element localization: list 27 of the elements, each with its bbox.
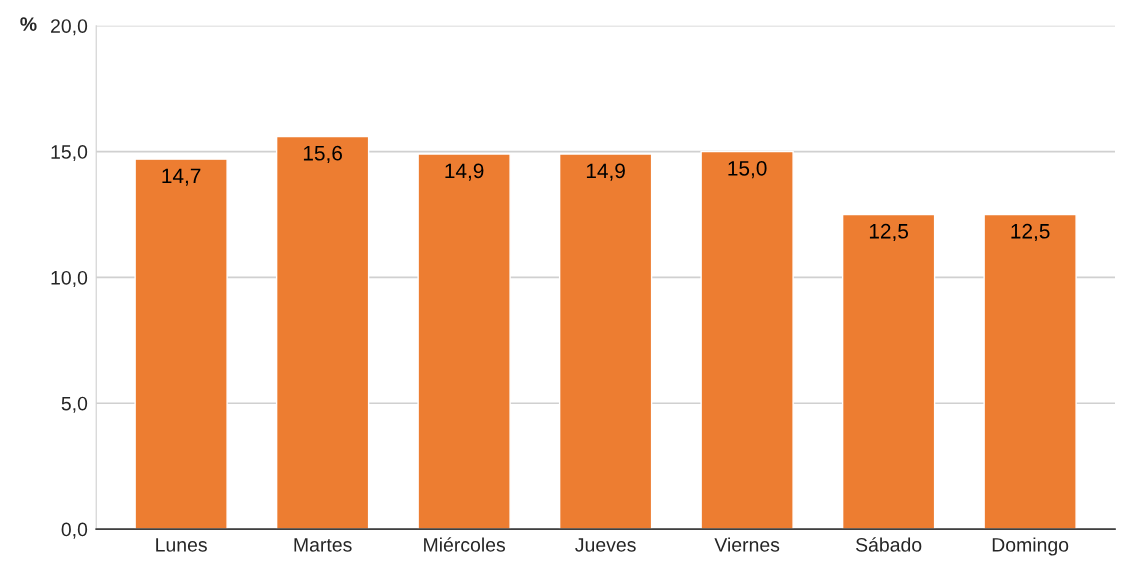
y-axis-title: % [20,17,37,31]
bar [417,153,511,530]
y-tick-label: 10,0 [51,270,88,287]
bar [841,213,936,530]
data-label: 12,5 [869,223,909,242]
x-tick-label: Martes [294,538,352,552]
y-tick-label: 5,0 [61,396,88,413]
data-label: 14,7 [162,168,201,186]
data-label: 15,6 [303,145,342,164]
y-tick-label: 20,0 [51,19,88,36]
bar [275,135,370,530]
bar [558,153,653,530]
data-label: 12,5 [1011,223,1050,242]
y-tick-label: 0,0 [61,522,88,539]
data-label: 14,9 [586,163,625,181]
x-tick-label: Sábado [855,537,922,552]
bar [700,150,794,530]
bar [983,213,1077,530]
x-tick-label: Jueves [575,538,636,552]
data-label: 14,9 [445,163,484,181]
data-label: 15,0 [728,160,767,179]
x-tick-label: Lunes [156,538,207,552]
x-tick-label: Viernes [714,537,780,552]
x-tick-label: Miércoles [424,537,506,552]
x-tick-label: Domingo [992,537,1069,556]
bar [134,158,228,530]
y-tick-label: 15,0 [51,145,88,162]
